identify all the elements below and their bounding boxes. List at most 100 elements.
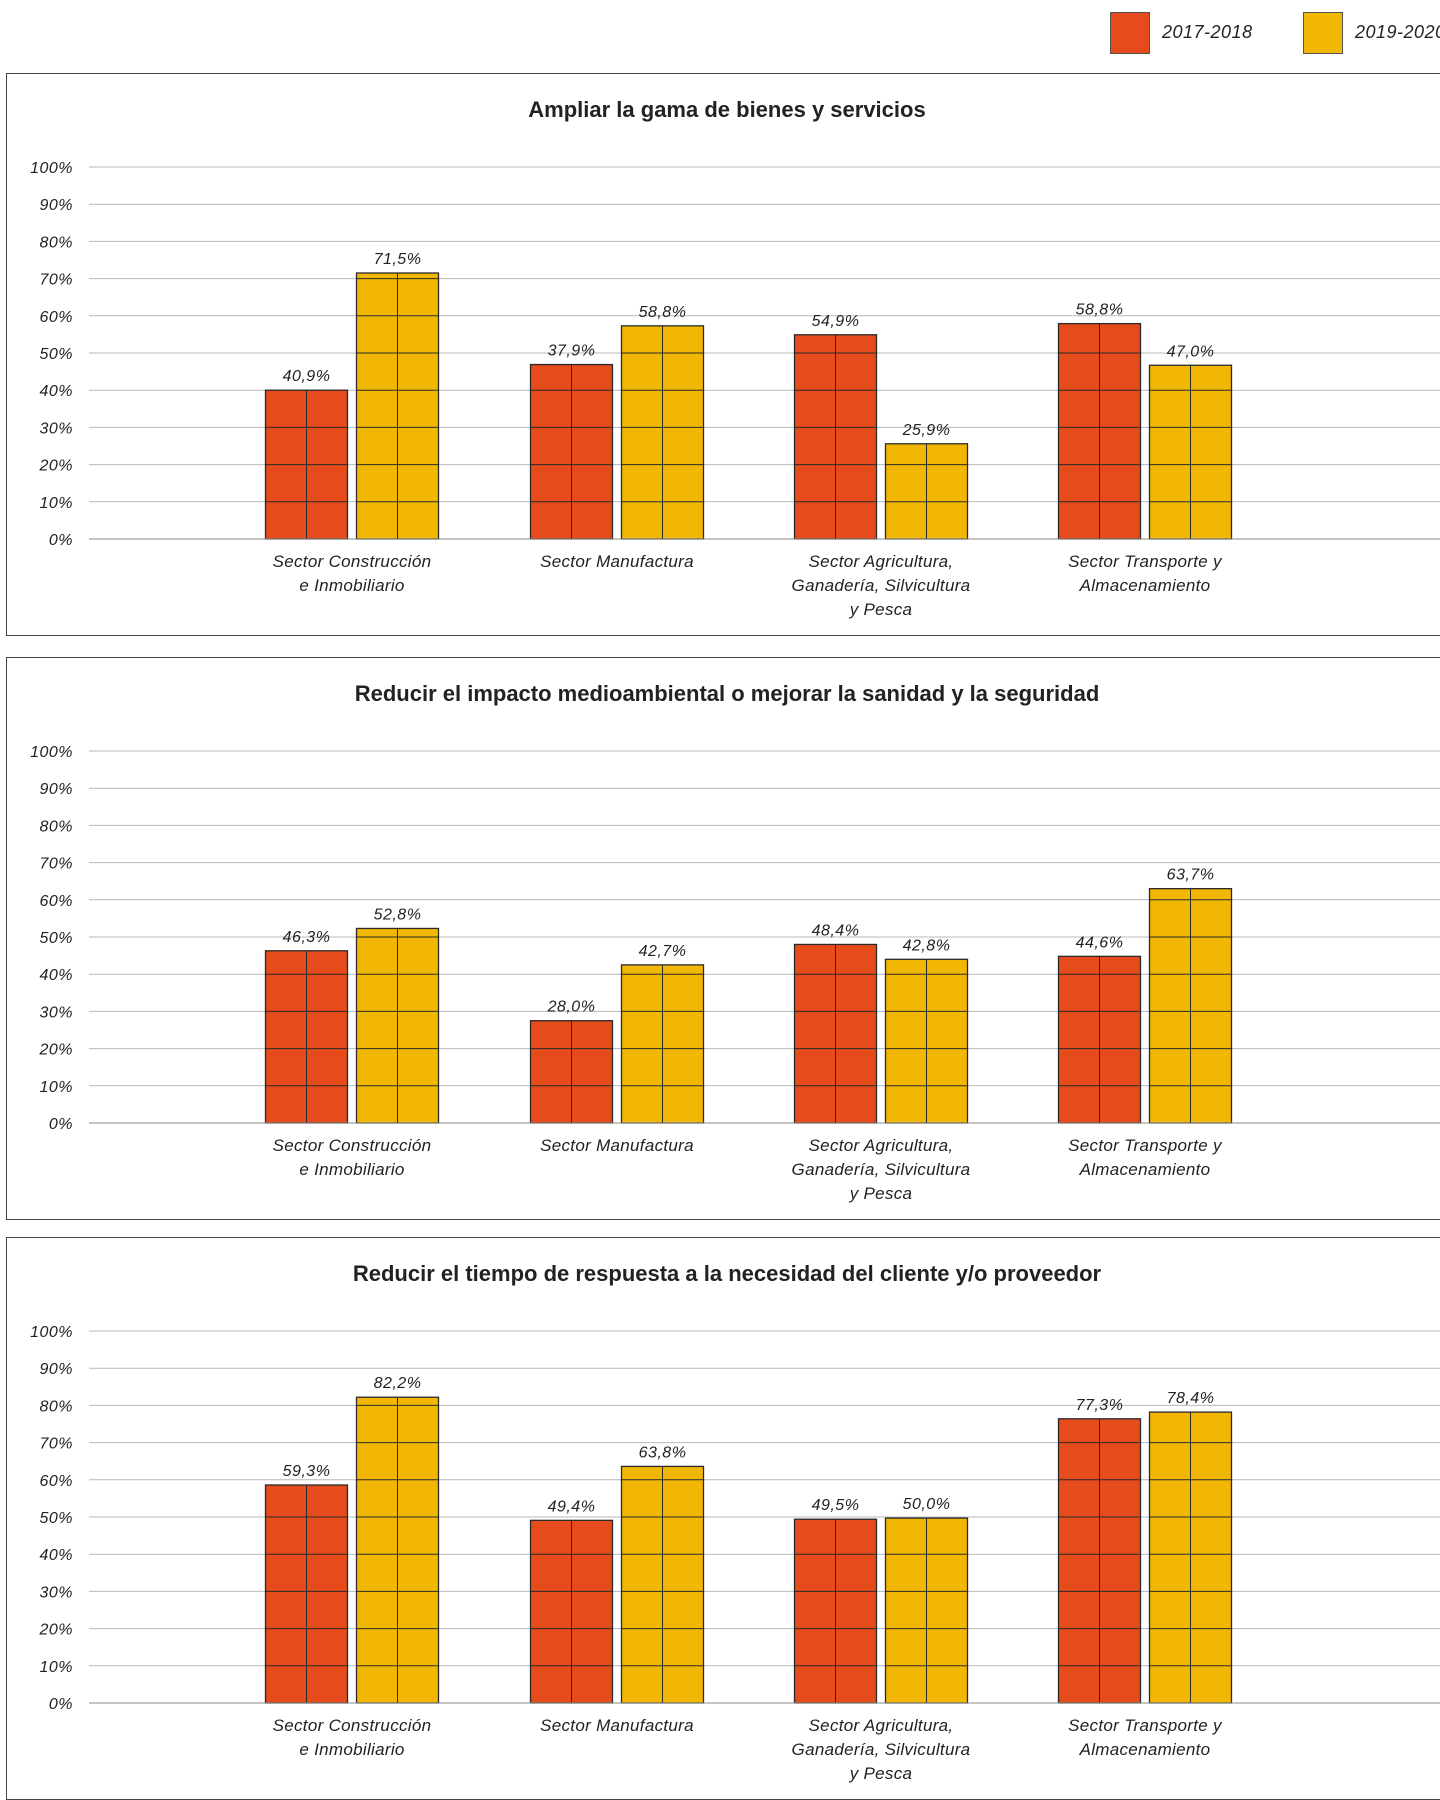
data-label: 49,5%: [812, 1497, 860, 1514]
y-tick-label: 20%: [38, 1622, 73, 1639]
category-label: Almacenamiento: [1079, 1160, 1211, 1179]
bar: [620, 964, 705, 1124]
y-tick-label: 0%: [49, 1696, 73, 1713]
category-label: Sector Transporte y: [1068, 1716, 1223, 1735]
data-label: 42,8%: [903, 937, 951, 954]
data-label: 82,2%: [374, 1375, 422, 1392]
bar: [529, 1519, 614, 1704]
data-label: 59,3%: [283, 1463, 331, 1480]
data-label: 44,6%: [1076, 934, 1124, 951]
y-tick-label: 100%: [30, 744, 73, 761]
legend-label-2019-2020: 2019-2020: [1355, 22, 1440, 42]
data-label: 78,4%: [1167, 1390, 1215, 1407]
y-tick-label: 30%: [39, 420, 73, 437]
category-label: Sector Construcción: [273, 1716, 432, 1735]
chart-svg-impacto-medioambiental: Reducir el impacto medioambiental o mejo…: [30, 681, 1440, 1203]
data-label: 28,0%: [547, 999, 596, 1016]
y-tick-label: 10%: [39, 495, 73, 512]
bar: [529, 1020, 614, 1124]
bar: [884, 958, 969, 1124]
category-label: e Inmobiliario: [299, 576, 404, 595]
bar: [264, 389, 349, 540]
bar: [620, 1465, 705, 1704]
data-label: 42,7%: [639, 943, 687, 960]
bar: [884, 443, 969, 540]
data-label: 58,8%: [1076, 302, 1124, 319]
category-label: Ganadería, Silvicultura: [792, 1740, 971, 1759]
bar: [529, 363, 614, 540]
category-label: Almacenamiento: [1079, 1740, 1211, 1759]
category-label: Sector Manufactura: [540, 552, 694, 571]
y-tick-label: 90%: [39, 1361, 73, 1378]
y-tick-label: 80%: [39, 1398, 73, 1415]
y-tick-label: 0%: [49, 532, 73, 549]
y-tick-label: 60%: [39, 893, 73, 910]
y-tick-label: 90%: [39, 197, 73, 214]
category-label: Ganadería, Silvicultura: [792, 576, 971, 595]
legend-label-2017-2018: 2017-2018: [1162, 22, 1253, 42]
y-tick-label: 100%: [30, 1324, 73, 1341]
bar: [264, 950, 349, 1124]
chart-svg-ampliar-gama: Ampliar la gama de bienes y servicios 0% 1…: [30, 97, 1440, 619]
category-label: e Inmobiliario: [299, 1160, 404, 1179]
category-label: y Pesca: [849, 1764, 913, 1783]
data-label: 47,0%: [1167, 343, 1215, 360]
bar: [1148, 887, 1233, 1124]
chart-title: Reducir el tiempo de respuesta a la nece…: [353, 1261, 1102, 1286]
y-tick-label: 50%: [39, 930, 73, 947]
legend-swatch-2019-2020: [1303, 12, 1343, 54]
y-tick-label: 50%: [39, 1510, 73, 1527]
y-tick-label: 90%: [39, 781, 73, 798]
data-label: 37,9%: [548, 343, 596, 360]
y-tick-label: 20%: [38, 1042, 73, 1059]
category-label: Sector Agricultura,: [809, 1716, 954, 1735]
data-label: 63,8%: [639, 1444, 687, 1461]
chart-panel-ampliar-gama: Ampliar la gama de bienes y servicios 0% 1…: [6, 73, 1440, 636]
y-tick-label: 40%: [39, 383, 73, 400]
data-label: 54,9%: [812, 313, 860, 330]
y-tick-label: 0%: [49, 1116, 73, 1133]
data-label: 71,5%: [374, 251, 422, 268]
y-tick-label: 20%: [38, 458, 73, 475]
data-label: 77,3%: [1076, 1397, 1124, 1414]
bar: [793, 943, 878, 1124]
y-tick-label: 70%: [39, 856, 73, 873]
data-label: 46,3%: [283, 929, 331, 946]
data-label: 63,7%: [1167, 867, 1215, 884]
y-tick-label: 50%: [39, 346, 73, 363]
y-tick-label: 80%: [39, 818, 73, 835]
category-label: Sector Manufactura: [540, 1136, 694, 1155]
y-tick-label: 100%: [30, 160, 73, 177]
category-label: Sector Manufactura: [540, 1716, 694, 1735]
category-label: Sector Transporte y: [1068, 552, 1223, 571]
bar: [1057, 322, 1142, 540]
data-label: 52,8%: [374, 906, 422, 923]
y-tick-label: 80%: [39, 234, 73, 251]
bar: [1148, 364, 1233, 540]
category-label: e Inmobiliario: [299, 1740, 404, 1759]
data-label: 25,9%: [902, 422, 951, 439]
category-label: Sector Construcción: [273, 1136, 432, 1155]
data-label: 48,4%: [812, 922, 860, 939]
category-label: y Pesca: [849, 1184, 913, 1203]
y-tick-label: 40%: [39, 1547, 73, 1564]
category-label: Sector Agricultura,: [809, 552, 954, 571]
y-tick-label: 10%: [39, 1659, 73, 1676]
category-label: Sector Construcción: [273, 552, 432, 571]
chart-panel-tiempo-respuesta: Reducir el tiempo de respuesta a la nece…: [6, 1237, 1440, 1800]
bar: [355, 1396, 440, 1704]
bar: [884, 1517, 969, 1704]
bar: [355, 272, 440, 540]
y-tick-label: 60%: [39, 309, 73, 326]
chart-title: Ampliar la gama de bienes y servicios: [528, 97, 925, 122]
category-label: Almacenamiento: [1079, 576, 1211, 595]
category-label: Sector Transporte y: [1068, 1136, 1223, 1155]
bar: [620, 325, 705, 540]
y-tick-label: 70%: [39, 1436, 73, 1453]
bar: [1148, 1411, 1233, 1704]
data-label: 40,9%: [283, 368, 331, 385]
bar: [264, 1484, 349, 1704]
bar: [355, 927, 440, 1124]
category-label: Sector Agricultura,: [809, 1136, 954, 1155]
category-label: Ganadería, Silvicultura: [792, 1160, 971, 1179]
